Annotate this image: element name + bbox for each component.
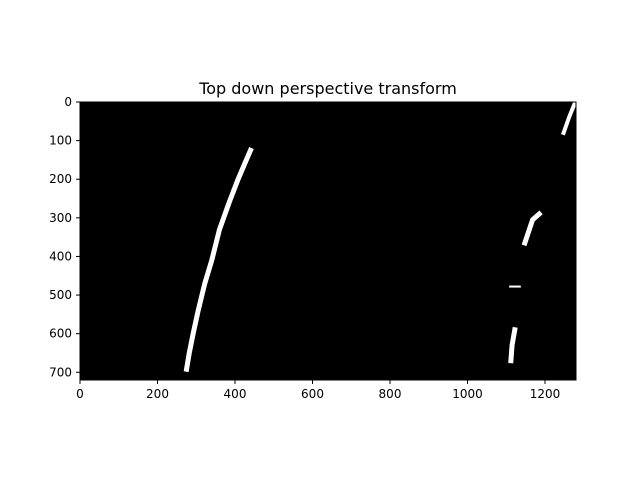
- figure-title: Top down perspective transform: [198, 79, 457, 98]
- x-tick-label: 1000: [452, 387, 483, 401]
- x-tick-label: 200: [146, 387, 169, 401]
- lane-pixel-layer: [183, 101, 578, 373]
- x-tick-label: 800: [379, 387, 402, 401]
- right-lane-upper-pixels: [561, 101, 578, 136]
- y-axis: 0 100 200 300 400 500 600 700: [49, 95, 80, 379]
- warped-lane-image: [80, 101, 578, 380]
- x-tick-label: 600: [301, 387, 324, 401]
- right-lane-middle-pixels: [521, 210, 543, 247]
- y-tick-label: 500: [49, 288, 72, 302]
- x-tick-label: 400: [224, 387, 247, 401]
- y-tick-label: 300: [49, 211, 72, 225]
- y-tick-label: 200: [49, 172, 72, 186]
- left-lane-pixels: [183, 146, 254, 373]
- y-tick-label: 0: [64, 95, 72, 109]
- x-axis: 0 200 400 600 800 1000 1200: [76, 380, 560, 401]
- y-tick-label: 700: [49, 365, 72, 379]
- right-lane-lower-pixels: [508, 326, 518, 364]
- y-tick-label: 400: [49, 249, 72, 263]
- x-tick-label: 1200: [530, 387, 561, 401]
- x-tick-label: 0: [76, 387, 84, 401]
- image-background: [80, 102, 576, 380]
- image-frame: [79, 101, 577, 381]
- y-tick-label: 100: [49, 134, 72, 148]
- y-tick-label: 600: [49, 327, 72, 341]
